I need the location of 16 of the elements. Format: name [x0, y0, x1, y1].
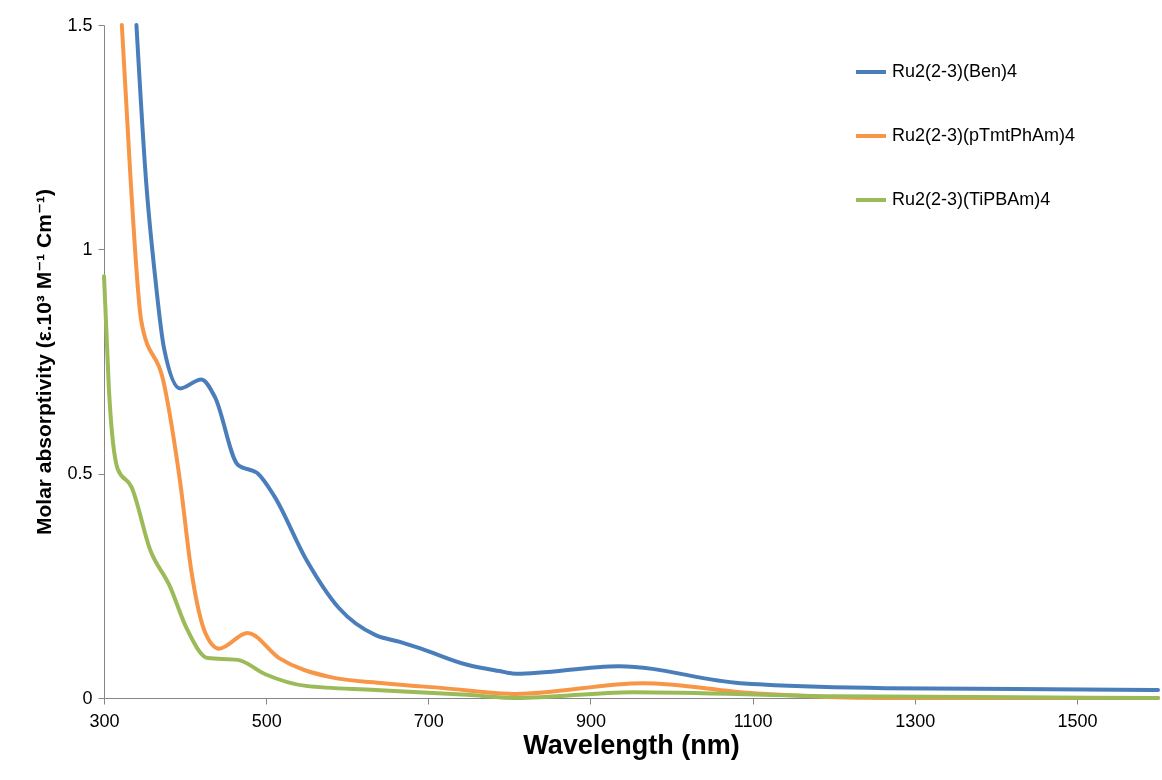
x-tick-label: 700 [413, 710, 444, 731]
legend-label: Ru2(2-3)(TiPBAm)4 [892, 189, 1051, 209]
y-axis-title: Molar absorptivity (ε.10³ M⁻¹ Cm⁻¹) [32, 189, 56, 535]
y-tick-label: 0.5 [67, 463, 93, 484]
x-tick-label: 1100 [733, 710, 773, 731]
legend-label: Ru2(2-3)(Ben)4 [892, 61, 1018, 81]
x-tick-label: 300 [89, 710, 120, 731]
x-axis-title: Wavelength (nm) [523, 729, 740, 760]
y-tick-label: 1 [82, 238, 93, 259]
y-tick-label: 1.5 [67, 14, 93, 35]
y-tick-label: 0 [82, 687, 93, 708]
x-tick-label: 900 [575, 710, 606, 731]
x-tick-label: 1300 [895, 710, 936, 731]
x-tick-label: 1500 [1057, 710, 1098, 731]
legend-label: Ru2(2-3)(pTmtPhAm)4 [892, 125, 1076, 145]
x-tick-label: 500 [251, 710, 282, 731]
